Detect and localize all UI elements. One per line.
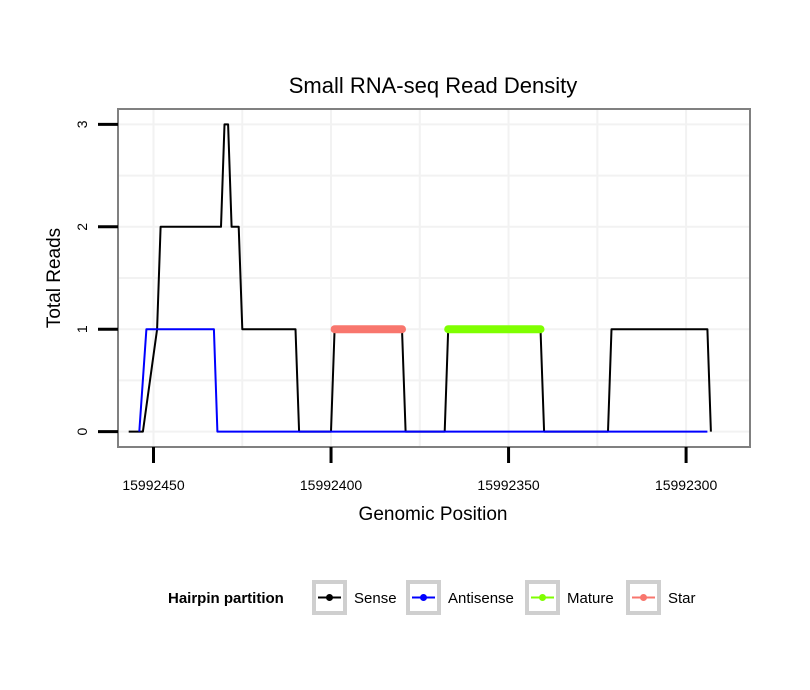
legend-key-dot — [539, 594, 546, 601]
y-tick-label: 1 — [74, 325, 90, 333]
legend-item-star: Star — [626, 580, 696, 615]
legend-label: Sense — [354, 590, 397, 607]
x-tick-label: 15992350 — [477, 477, 540, 493]
legend-label: Mature — [567, 590, 614, 607]
y-tick-label: 2 — [74, 223, 90, 231]
y-tick-label: 3 — [74, 120, 90, 128]
legend-item-antisense: Antisense — [406, 580, 514, 615]
legend-label: Antisense — [448, 590, 514, 607]
legend-item-sense: Sense — [312, 580, 397, 615]
series-layer — [128, 123, 712, 433]
grid — [119, 110, 749, 446]
x-tick-label: 15992300 — [655, 477, 718, 493]
y-tick-label: 0 — [74, 427, 90, 435]
x-tick-label: 15992400 — [300, 477, 363, 493]
y-axis-label: Total Reads — [44, 228, 65, 328]
legend-key-dot — [326, 594, 333, 601]
legend-key-dot — [420, 594, 427, 601]
axes: 15992450 15992400 15992350 15992300 0 1 2 3 — [74, 120, 717, 493]
chart-title: Small RNA-seq Read Density — [289, 73, 578, 98]
series-line-antisense — [138, 328, 708, 433]
legend-key-dot — [640, 594, 647, 601]
legend-title: Hairpin partition — [168, 590, 284, 607]
x-tick-label: 15992450 — [122, 477, 185, 493]
x-axis-label: Genomic Position — [359, 504, 508, 525]
legend: Hairpin partition Sense Antisense Mature St… — [168, 580, 696, 615]
legend-item-mature: Mature — [525, 580, 614, 615]
legend-label: Star — [668, 590, 696, 607]
